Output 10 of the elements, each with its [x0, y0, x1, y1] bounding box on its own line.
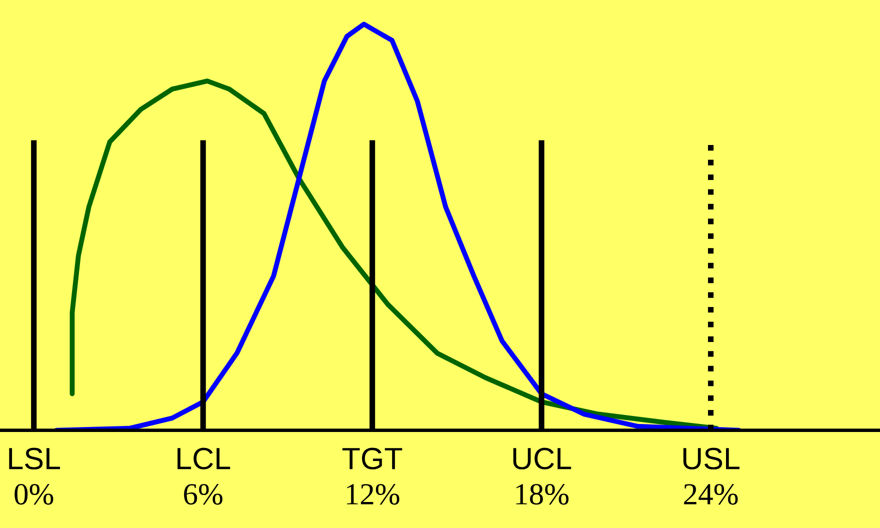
ref-line-label: UCL — [513, 448, 572, 470]
ref-line-label: USL — [683, 448, 740, 470]
x-tick-label: 24% — [684, 484, 738, 505]
ref-line-label: LCL — [178, 448, 230, 470]
x-tick-label: 12% — [346, 484, 400, 505]
x-tick-label: 6% — [184, 484, 222, 505]
x-tick-label: 0% — [14, 484, 54, 505]
ref-line-label: LSL — [9, 448, 60, 470]
x-tick-label: 18% — [516, 484, 568, 505]
ref-line-label: TGT — [342, 448, 402, 470]
